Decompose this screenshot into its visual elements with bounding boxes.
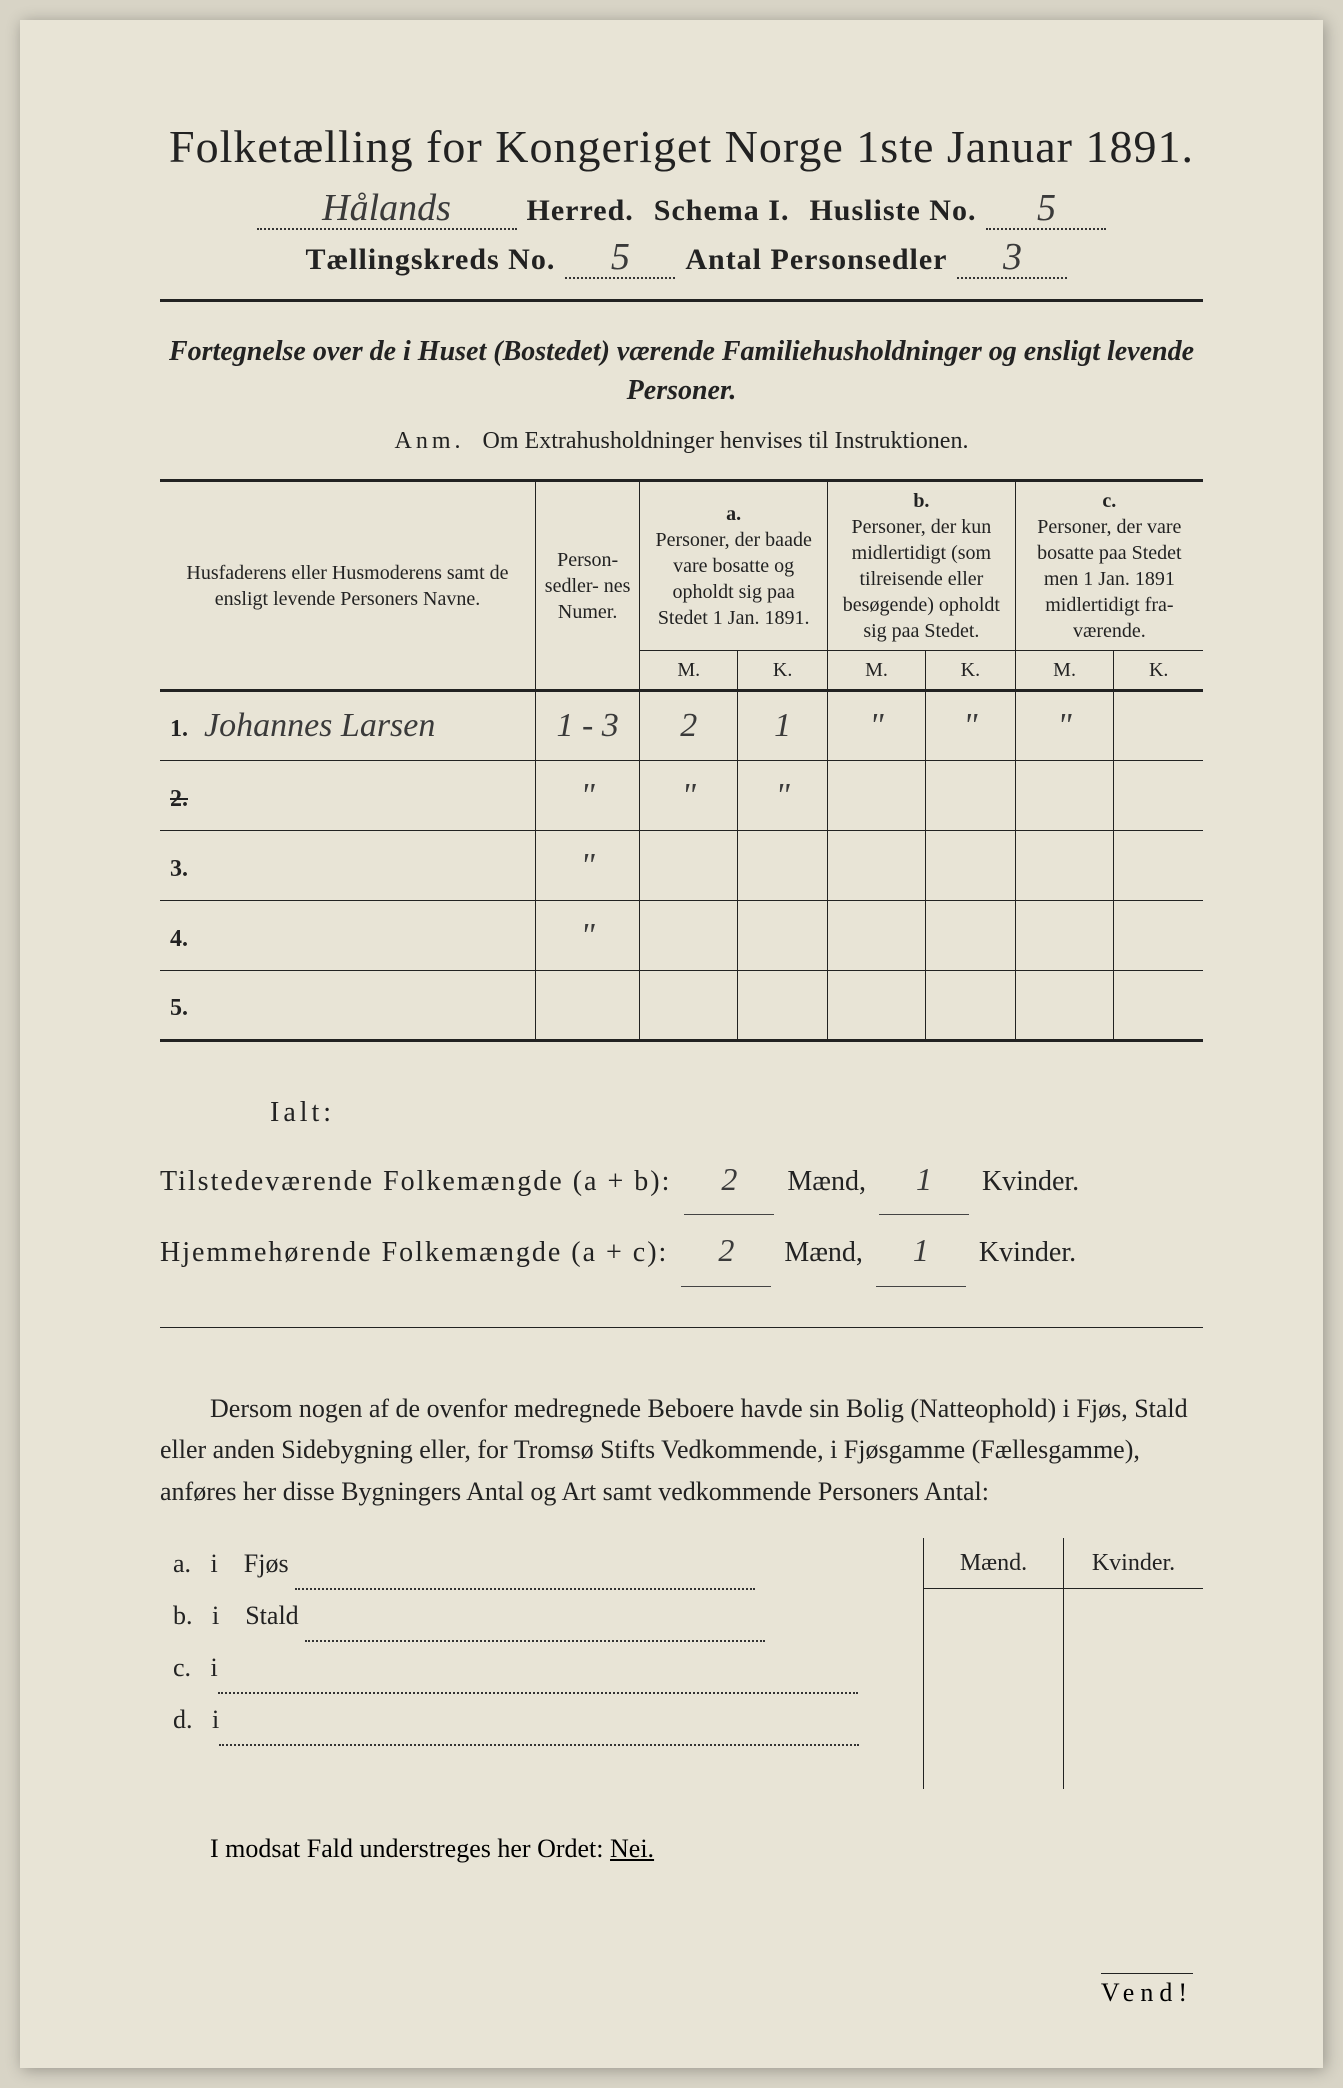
table-row: 4. " <box>160 901 1203 971</box>
table-row: 1. Johannes Larsen 1 - 3 2 1 " " " <box>160 691 1203 761</box>
antal-label: Antal Personsedler <box>685 243 947 277</box>
totals-block: Ialt: Tilstedeværende Folkemængde (a + b… <box>160 1082 1203 1286</box>
side-kvinder-label: Kvinder. <box>1064 1538 1203 1588</box>
header-divider <box>160 299 1203 302</box>
side-item: b. i Stald <box>160 1590 923 1642</box>
anm-prefix: Anm. <box>395 428 465 454</box>
maend-label: Mænd, <box>787 1166 866 1197</box>
hjemme-row: Hjemmehørende Folkemængde (a + c): 2 Mæn… <box>160 1215 1203 1286</box>
totals-divider <box>160 1327 1203 1328</box>
col-b-header: b. Personer, der kun midler­tidigt (som … <box>828 481 1016 651</box>
vend-label: Vend! <box>1101 1973 1193 2008</box>
tilstede-label: Tilstedeværende Folkemængde (a + b): <box>160 1166 671 1197</box>
ialt-label: Ialt: <box>160 1082 1203 1144</box>
table-row: 5. <box>160 971 1203 1041</box>
col-a-header: a. Personer, der baade vare bosatte og o… <box>640 481 828 651</box>
side-item: a. i Fjøs <box>160 1538 923 1590</box>
side-right: Mænd. Kvinder. <box>923 1538 1203 1789</box>
schema-label: Schema I. <box>654 194 790 228</box>
hjemme-m: 2 <box>681 1215 771 1286</box>
c-k-header: K. <box>1114 651 1203 691</box>
side-kvinder-col <box>1064 1589 1203 1789</box>
kreds-field: 5 <box>565 242 675 279</box>
side-right-body <box>924 1589 1203 1789</box>
husliste-value: 5 <box>1037 187 1056 229</box>
form-title: Folketælling for Kongeriget Norge 1ste J… <box>160 120 1203 173</box>
c-m-header: M. <box>1015 651 1114 691</box>
table-row: 3. " <box>160 831 1203 901</box>
note-block: Dersom nogen af de ovenfor medregnede Be… <box>160 1388 1203 1789</box>
hjemme-k: 1 <box>876 1215 966 1286</box>
kvinder-label-2: Kvinder. <box>979 1237 1076 1268</box>
side-table: a. i Fjøs b. i Stald c. i d. i Mænd. Kvi… <box>160 1538 1203 1789</box>
kreds-value: 5 <box>611 236 630 278</box>
anm-text: Om Extrahusholdninger henvises til Instr… <box>483 428 969 454</box>
nei-text: I modsat Fald understreges her Ordet: <box>210 1834 604 1863</box>
side-left: a. i Fjøs b. i Stald c. i d. i <box>160 1538 923 1789</box>
husliste-field: 5 <box>986 193 1106 230</box>
a-k-header: K. <box>738 651 828 691</box>
side-maend-label: Mænd. <box>924 1538 1064 1588</box>
side-item: d. i <box>160 1694 923 1746</box>
header-line-2: Tællingskreds No. 5 Antal Personsedler 3 <box>160 242 1203 279</box>
names-header: Husfaderens eller Husmoderens samt de en… <box>160 481 535 691</box>
b-m-header: M. <box>828 651 926 691</box>
a-m-header: M. <box>640 651 738 691</box>
herred-field: Hålands <box>257 193 517 230</box>
census-form-page: Folketælling for Kongeriget Norge 1ste J… <box>20 20 1323 2068</box>
maend-label-2: Mænd, <box>784 1237 863 1268</box>
header-line-1: Hålands Herred. Schema I. Husliste No. 5 <box>160 193 1203 230</box>
side-right-header: Mænd. Kvinder. <box>924 1538 1203 1589</box>
col-c-header: c. Personer, der vare bosatte paa Stedet… <box>1015 481 1203 651</box>
tilstede-k: 1 <box>879 1144 969 1215</box>
tilstede-row: Tilstedeværende Folkemængde (a + b): 2 M… <box>160 1144 1203 1215</box>
b-k-header: K. <box>926 651 1016 691</box>
kvinder-label: Kvinder. <box>982 1166 1079 1197</box>
antal-value: 3 <box>1003 236 1022 278</box>
kreds-label: Tællingskreds No. <box>306 243 556 277</box>
hjemme-label: Hjemmehørende Folkemængde (a + c): <box>160 1237 668 1268</box>
note-text: Dersom nogen af de ovenfor medregnede Be… <box>160 1388 1203 1513</box>
nei-word: Nei. <box>610 1834 654 1863</box>
tilstede-m: 2 <box>684 1144 774 1215</box>
antal-field: 3 <box>957 242 1067 279</box>
numer-header: Person- sedler- nes Numer. <box>535 481 639 691</box>
table-row: 2. " " " <box>160 761 1203 831</box>
nei-line: I modsat Fald understreges her Ordet: Ne… <box>160 1834 1203 1864</box>
census-table: Husfaderens eller Husmoderens samt de en… <box>160 479 1203 1042</box>
herred-value: Hålands <box>322 187 451 229</box>
side-maend-col <box>924 1589 1064 1789</box>
anm-note: Anm. Om Extrahusholdninger henvises til … <box>160 428 1203 455</box>
form-subtitle: Fortegnelse over de i Huset (Bostedet) v… <box>160 332 1203 410</box>
side-item: c. i <box>160 1642 923 1694</box>
herred-label: Herred. <box>527 194 634 228</box>
husliste-label: Husliste No. <box>809 194 976 228</box>
